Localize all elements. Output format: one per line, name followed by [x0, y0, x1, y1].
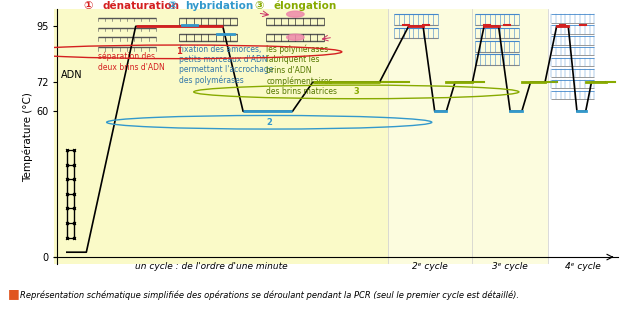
Bar — [388, 9, 548, 264]
Text: élongation: élongation — [274, 0, 337, 11]
Text: hybridation: hybridation — [185, 1, 253, 11]
Text: ②: ② — [168, 1, 177, 11]
Text: 1: 1 — [176, 47, 182, 56]
Text: fixation des amorces,
petits morceaux d'ADN
permettant l'accrochage
des polyméra: fixation des amorces, petits morceaux d'… — [179, 44, 274, 85]
Text: 2ᵉ cycle: 2ᵉ cycle — [412, 262, 448, 271]
Text: Représentation schématique simplifiée des opérations se déroulant pendant la PCR: Représentation schématique simplifiée de… — [20, 290, 520, 300]
Ellipse shape — [287, 11, 304, 17]
Ellipse shape — [287, 34, 304, 40]
Text: séparation des
deux brins d'ADN: séparation des deux brins d'ADN — [98, 52, 164, 72]
Bar — [388, 9, 618, 264]
Text: ADN: ADN — [61, 70, 83, 80]
Text: ③: ③ — [255, 1, 264, 11]
Text: ①: ① — [83, 1, 93, 11]
Text: 2: 2 — [266, 118, 272, 127]
Text: 4ᵉ cycle: 4ᵉ cycle — [565, 262, 600, 271]
Text: les polymérases
fabriquent les
brins d'ADN
complémentaires
des brins matrices: les polymérases fabriquent les brins d'A… — [266, 44, 337, 96]
Text: un cycle : de l'ordre d'une minute: un cycle : de l'ordre d'une minute — [135, 262, 287, 271]
Text: 3: 3 — [353, 87, 359, 96]
Text: dénaturation: dénaturation — [102, 1, 179, 11]
Bar — [54, 9, 394, 264]
Text: ■: ■ — [8, 287, 20, 300]
Text: 3ᵉ cycle: 3ᵉ cycle — [492, 262, 528, 271]
Y-axis label: Température (°C): Température (°C) — [22, 92, 33, 182]
